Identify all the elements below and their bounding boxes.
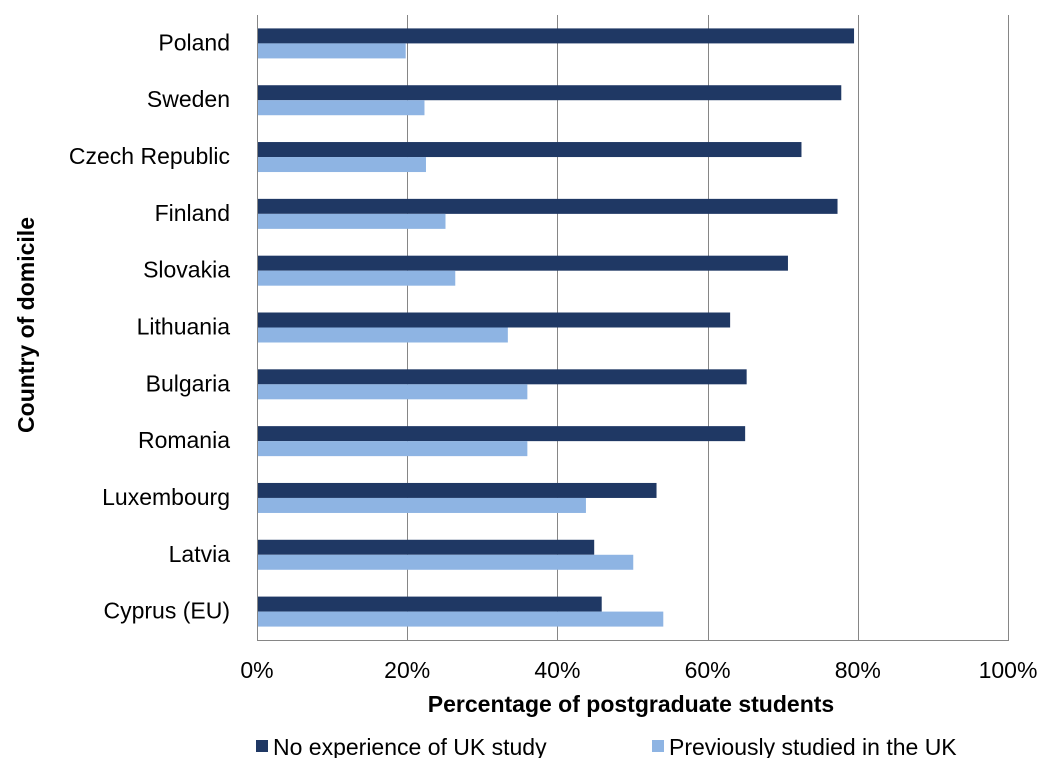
bar-no-experience (257, 28, 855, 44)
category-label: Slovakia (143, 257, 230, 283)
bar-previously-studied (257, 611, 664, 627)
bar-no-experience (257, 539, 595, 555)
x-tick-label: 20% (384, 657, 430, 683)
category-label: Cyprus (EU) (103, 598, 230, 624)
bar-previously-studied (257, 441, 528, 457)
bar-no-experience (257, 255, 788, 271)
legend-swatch (256, 740, 268, 752)
legend-label: Previously studied in the UK (669, 734, 957, 758)
x-tick-label: 60% (685, 657, 731, 683)
bar-no-experience (257, 482, 657, 498)
category-label: Latvia (169, 541, 231, 567)
bar-previously-studied (257, 100, 425, 116)
category-label: Czech Republic (69, 143, 230, 169)
bar-no-experience (257, 198, 838, 214)
x-tick-labels: 0% 20% 40% 60% 80% 100% (240, 657, 1037, 683)
axes (257, 15, 1009, 641)
category-label: Bulgaria (146, 370, 231, 396)
legend-label: No experience of UK study (273, 734, 547, 758)
category-label: Luxembourg (102, 484, 230, 510)
legend: No experience of UK study Previously stud… (256, 734, 957, 758)
bar-previously-studied (257, 270, 456, 286)
bar-previously-studied (257, 384, 528, 400)
bar-no-experience (257, 426, 746, 442)
category-label: Finland (155, 200, 230, 226)
x-tick-label: 0% (240, 657, 273, 683)
y-axis-title: Country of domicile (13, 217, 39, 433)
bar-previously-studied (257, 213, 446, 229)
bars (257, 28, 855, 627)
bar-previously-studied (257, 327, 508, 343)
bar-no-experience (257, 312, 731, 328)
bar-no-experience (257, 369, 747, 385)
bar-previously-studied (257, 497, 586, 513)
bar-no-experience (257, 85, 842, 101)
x-axis-title: Percentage of postgraduate students (428, 691, 834, 717)
category-label: Lithuania (137, 314, 231, 340)
x-tick-label: 40% (534, 657, 580, 683)
bar-no-experience (257, 142, 802, 158)
x-tick-label: 80% (835, 657, 881, 683)
category-label: Poland (158, 29, 230, 55)
bar-previously-studied (257, 43, 406, 59)
category-label: Sweden (147, 86, 230, 112)
category-labels: Poland Sweden Czech Republic Finland Slovaki… (69, 29, 230, 623)
bar-previously-studied (257, 554, 634, 570)
legend-swatch (652, 740, 664, 752)
category-label: Romania (138, 427, 230, 453)
bar-previously-studied (257, 157, 426, 173)
x-tick-label: 100% (979, 657, 1038, 683)
bar-no-experience (257, 596, 602, 612)
